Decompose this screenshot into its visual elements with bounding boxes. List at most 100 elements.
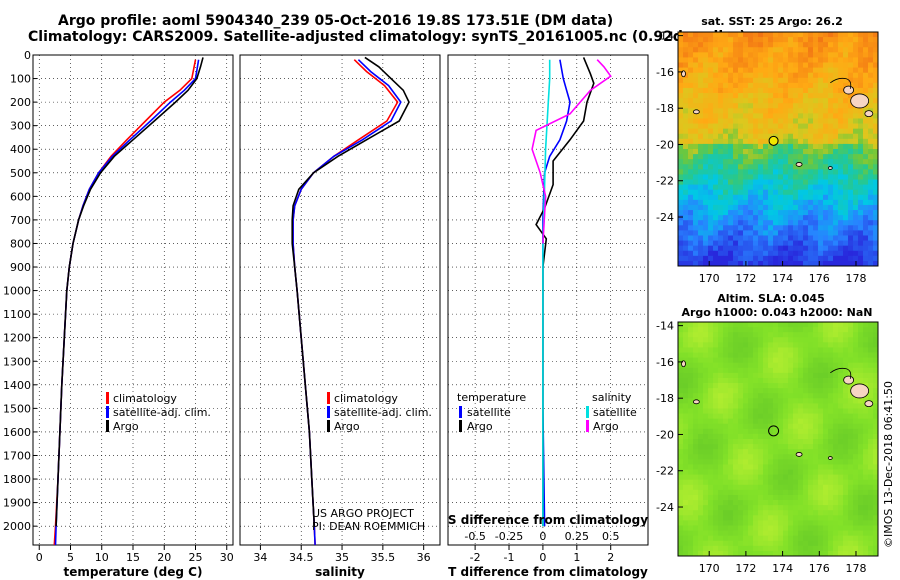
sst-cell xyxy=(768,154,774,160)
sla-cell xyxy=(873,347,879,353)
sla-cell xyxy=(678,469,684,476)
sst-cell xyxy=(833,184,839,191)
sst-cell xyxy=(803,98,809,104)
sla-cell xyxy=(718,408,724,414)
sla-cell xyxy=(688,372,694,379)
sst-cell xyxy=(783,159,789,165)
sla-cell xyxy=(818,530,824,537)
sla-cell xyxy=(693,352,699,359)
sla-cell xyxy=(863,535,869,542)
sst-cell xyxy=(843,215,849,221)
sst-cell xyxy=(733,108,739,114)
legend-label-t-argo: Argo xyxy=(467,420,493,433)
sst-cell xyxy=(778,184,784,191)
sst-cell xyxy=(683,87,689,94)
sla-cell xyxy=(763,377,769,384)
sst-cell xyxy=(743,204,749,211)
sst-cell xyxy=(723,250,729,257)
sst-cell xyxy=(803,143,809,150)
sst-cell xyxy=(873,57,879,63)
sla-cell xyxy=(773,388,779,394)
sla-cell xyxy=(718,530,724,537)
sst-cell xyxy=(798,32,804,38)
sst-cell xyxy=(713,204,719,211)
sst-cell xyxy=(768,128,774,135)
sst-cell xyxy=(813,225,819,231)
sla-cell xyxy=(798,418,804,425)
sst-cell xyxy=(758,57,764,63)
sst-cell xyxy=(678,133,684,140)
sla-cell xyxy=(738,444,744,450)
sla-cell xyxy=(788,545,794,552)
sst-cell xyxy=(783,77,789,84)
sla-cell xyxy=(768,449,774,455)
sla-cell xyxy=(718,454,724,460)
sla-lon-tick-label: 172 xyxy=(735,562,756,575)
sla-cell xyxy=(738,357,744,364)
sla-cell xyxy=(723,403,729,409)
sst-cell xyxy=(743,138,749,145)
sla-cell xyxy=(723,550,729,557)
sst-cell xyxy=(723,47,729,53)
sla-cell xyxy=(713,403,719,409)
sla-cell xyxy=(803,520,809,526)
sla-cell xyxy=(858,357,864,364)
sst-cell xyxy=(748,204,754,211)
sla-cell xyxy=(783,398,789,404)
sst-cell xyxy=(838,255,844,262)
sst-cell xyxy=(753,210,759,216)
sla-cell xyxy=(773,439,779,445)
sst-cell xyxy=(703,210,709,216)
sst-cell xyxy=(828,113,834,119)
sla-cell xyxy=(863,342,869,348)
sst-cell xyxy=(828,169,834,175)
sla-cell xyxy=(788,388,794,394)
sla-lat-axis: -14-16-18-20-22-24 xyxy=(656,320,683,514)
sst-cell xyxy=(698,245,704,252)
sla-cell xyxy=(693,423,699,430)
sst-cell xyxy=(758,108,764,114)
sst-cell xyxy=(768,123,774,130)
sst-cell xyxy=(723,118,729,124)
sst-cell xyxy=(783,133,789,140)
sst-cell xyxy=(688,255,694,262)
sst-cell xyxy=(748,37,754,43)
sst-cell xyxy=(683,118,689,124)
sla-cell xyxy=(828,545,834,552)
sla-cell xyxy=(818,403,824,409)
sla-cell xyxy=(683,489,689,496)
sst-cell xyxy=(743,52,749,58)
sla-cell xyxy=(853,525,859,531)
sla-cell xyxy=(838,484,844,491)
sla-cell xyxy=(738,398,744,404)
sst-cell xyxy=(833,204,839,211)
sla-cell xyxy=(713,439,719,445)
sla-cell xyxy=(693,322,699,328)
sst-cell xyxy=(693,220,699,226)
sla-cell xyxy=(868,484,874,491)
sst-cell xyxy=(828,72,834,79)
sst-cell xyxy=(693,113,699,119)
sla-cell xyxy=(723,510,729,516)
sla-cell xyxy=(848,454,854,460)
sla-cell xyxy=(688,444,694,450)
sla-cell xyxy=(688,550,694,557)
legend-label-s-argo: Argo xyxy=(593,420,619,433)
sst-cell xyxy=(718,82,724,89)
sst-cell xyxy=(763,225,769,231)
sla-cell xyxy=(758,332,764,338)
sla-cell xyxy=(693,372,699,379)
sla-cell xyxy=(823,494,829,501)
sst-cell xyxy=(783,123,789,130)
sla-cell xyxy=(788,322,794,328)
sla-cell xyxy=(823,357,829,364)
sst-cell xyxy=(783,240,789,247)
sla-cell xyxy=(823,337,829,343)
sst-cell xyxy=(808,72,814,79)
sla-cell xyxy=(758,530,764,537)
sla-cell xyxy=(833,530,839,537)
sst-cell xyxy=(718,164,724,170)
sst-cell xyxy=(828,77,834,84)
sst-cell xyxy=(778,57,784,63)
sla-cell xyxy=(798,500,804,506)
